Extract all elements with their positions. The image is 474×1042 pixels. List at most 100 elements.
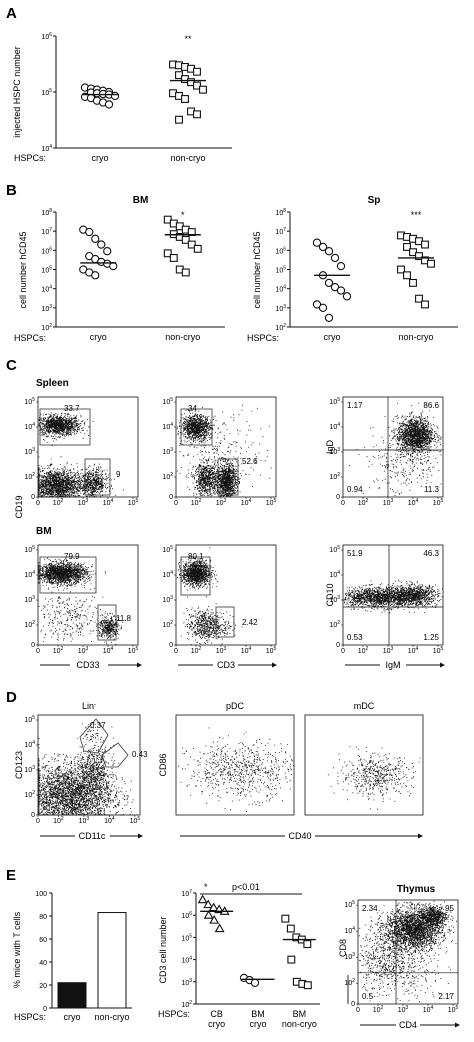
flow-plot-d-title_mdc: mDC <box>304 701 424 816</box>
data-point <box>91 271 100 280</box>
y-tick-label: 106 <box>41 32 52 41</box>
data-point <box>287 955 296 964</box>
gate <box>79 718 109 754</box>
panel-e-bar-row-label: HSPCs: <box>14 1012 46 1022</box>
event-dots <box>38 408 124 498</box>
y-tick-label: 104 <box>275 285 286 294</box>
event-dots <box>359 900 457 1005</box>
flow-y-tick-label: 102 <box>329 620 340 629</box>
quadrant-value: 1.17 <box>347 401 363 410</box>
flow-x-tick-label: 103 <box>78 646 89 655</box>
group-label: BM <box>293 1009 307 1019</box>
y-tick-label: 107 <box>41 227 52 236</box>
flow-y-tick-label: 0 <box>336 642 340 649</box>
flow-x-tick-label: 105 <box>266 646 277 655</box>
flow-y-tick-label: 104 <box>162 570 173 579</box>
gate <box>217 458 239 496</box>
panel-b-row-label-2: HSPCs: <box>247 333 279 343</box>
y-tick-label: 106 <box>275 246 286 255</box>
data-point <box>342 292 352 301</box>
flow-y-tick-label: 104 <box>329 570 340 579</box>
flow-y-tick-label: 104 <box>24 422 35 431</box>
data-point <box>330 253 340 263</box>
data-point <box>397 265 405 274</box>
panel-d-xlabel-cd40: CD40 <box>288 831 311 841</box>
gate <box>97 604 117 641</box>
data-point <box>324 313 334 323</box>
data-point <box>324 278 334 288</box>
group-label: cryo <box>91 153 108 163</box>
panel-letter-a: A <box>6 5 17 22</box>
flow-x-tick-label: 103 <box>383 498 394 507</box>
panel-c-xlabel-igm: IgM <box>385 660 400 670</box>
flow-x-tick-label: 0 <box>356 1007 360 1014</box>
panel-b-ylabel: cell number hCD45 <box>252 231 262 308</box>
group-label-2: cryo <box>249 1019 266 1029</box>
panel-e-thymus-ylabel: CD8 <box>338 939 348 957</box>
flow-x-tick-label: 102 <box>373 1005 384 1014</box>
flow-y-tick-label: 0 <box>336 494 340 501</box>
flow-y-tick-label: 104 <box>162 422 173 431</box>
data-point <box>187 240 196 249</box>
data-point <box>312 238 322 247</box>
flow-y-tick-label: 105 <box>24 715 35 724</box>
flow-y-tick-label: 104 <box>329 422 340 431</box>
group-label: CB <box>210 1009 223 1019</box>
flow-y-tick-label: 105 <box>329 545 340 554</box>
arrow-head <box>138 833 143 839</box>
data-point <box>281 914 290 923</box>
panel-d-subtitle: pDC <box>226 701 245 711</box>
flow-x-tick-label: 102 <box>53 646 64 655</box>
data-point <box>421 240 429 249</box>
panel-e-bar-ylabel: % mice with T cells <box>12 911 22 988</box>
y-tick-label: 102 <box>275 323 286 332</box>
panel-letter-e: E <box>6 867 16 884</box>
panel-c-spleen-label: Spleen <box>36 378 69 389</box>
panel-b-title: Sp <box>368 195 381 206</box>
y-tick-label: 108 <box>275 208 286 217</box>
flow-x-tick-label: 104 <box>103 498 114 507</box>
data-point <box>193 244 202 253</box>
quadrant-value: 51.9 <box>347 549 363 558</box>
plot-frame <box>304 714 424 816</box>
group-label-2: non-cryo <box>282 1019 317 1029</box>
data-point <box>97 240 106 249</box>
flow-x-tick-label: 103 <box>79 816 90 825</box>
panel-letter-d: D <box>6 689 17 706</box>
gate <box>215 606 235 638</box>
panel-b-row-label: HSPCs: <box>14 333 46 343</box>
quadrant-value: 11.3 <box>424 485 440 494</box>
quadrant-value: 46.3 <box>423 549 439 558</box>
event-dots <box>177 547 243 645</box>
flow-plot-c-1-2: 00 102 102 103 103 104 104 105 105 51.9 46.3 0.53 1.… <box>329 544 444 655</box>
flow-x-tick-label: 103 <box>383 646 394 655</box>
data-point <box>318 303 328 312</box>
flow-y-tick-label: 103 <box>329 447 340 456</box>
panel-a-row-label: HSPCs: <box>14 153 46 163</box>
data-point <box>303 940 312 949</box>
flow-y-tick-label: 105 <box>162 397 173 406</box>
panel-b-ylabel: cell number hCD45 <box>18 231 28 308</box>
y-tick-label: 105 <box>41 88 52 97</box>
data-point <box>193 110 201 119</box>
flow-x-tick-label: 0 <box>341 648 345 655</box>
gate-value: 2.42 <box>242 618 258 627</box>
plot-frame <box>175 714 295 816</box>
panel-a-ylabel: injected HSPC number <box>12 46 22 138</box>
flow-x-tick-label: 104 <box>423 1005 434 1014</box>
data-point <box>197 894 208 904</box>
event-dots <box>349 402 442 496</box>
gate <box>180 408 213 446</box>
data-point <box>181 95 189 103</box>
flow-y-tick-label: 103 <box>24 447 35 456</box>
data-point <box>169 254 178 262</box>
dot-group <box>239 973 275 987</box>
data-point <box>324 247 334 256</box>
panel-e-cd3-row-label: HSPCs: <box>158 1009 190 1019</box>
panel-c-ylabel-cd19: CD19 <box>14 495 24 518</box>
panel-c-ylabel-igd: IgD <box>325 440 335 455</box>
flow-y-tick-label: 105 <box>24 397 35 406</box>
y-tick-label: 105 <box>275 266 286 275</box>
flow-plot-d-lin: 00 102 102 103 103 104 104 105 105 0.37 0.43 Lin- <box>24 701 148 825</box>
